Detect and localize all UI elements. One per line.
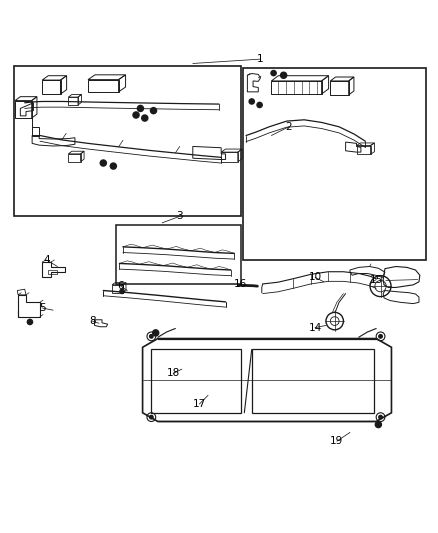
- Circle shape: [138, 106, 144, 111]
- Text: 18: 18: [166, 368, 180, 378]
- Text: 14: 14: [308, 322, 321, 333]
- Circle shape: [142, 115, 148, 121]
- Circle shape: [133, 112, 139, 118]
- Circle shape: [379, 415, 382, 419]
- Text: 1: 1: [257, 54, 264, 64]
- Circle shape: [27, 319, 32, 325]
- Bar: [48, 270, 57, 274]
- Circle shape: [100, 160, 106, 166]
- Text: 8: 8: [89, 316, 95, 326]
- Bar: [252, 350, 374, 413]
- Circle shape: [379, 335, 382, 338]
- Text: 17: 17: [193, 399, 206, 409]
- Bar: [14, 66, 241, 216]
- Text: 5: 5: [39, 303, 46, 313]
- Text: 2: 2: [286, 122, 292, 132]
- Bar: [151, 350, 241, 413]
- Circle shape: [150, 415, 153, 419]
- Circle shape: [150, 335, 153, 338]
- Text: 6: 6: [117, 281, 124, 291]
- Circle shape: [271, 70, 276, 76]
- Circle shape: [249, 99, 254, 104]
- Text: 19: 19: [330, 436, 343, 446]
- Text: 10: 10: [308, 272, 321, 282]
- Text: 16: 16: [234, 279, 247, 289]
- Text: 3: 3: [177, 211, 183, 221]
- Circle shape: [152, 330, 159, 336]
- Bar: [117, 225, 241, 284]
- Circle shape: [110, 163, 117, 169]
- Circle shape: [150, 108, 156, 114]
- Circle shape: [375, 422, 381, 427]
- Circle shape: [257, 102, 262, 108]
- Text: 15: 15: [370, 274, 383, 285]
- Circle shape: [281, 72, 287, 78]
- Bar: [243, 68, 426, 260]
- Text: 4: 4: [43, 255, 50, 265]
- Circle shape: [120, 289, 124, 294]
